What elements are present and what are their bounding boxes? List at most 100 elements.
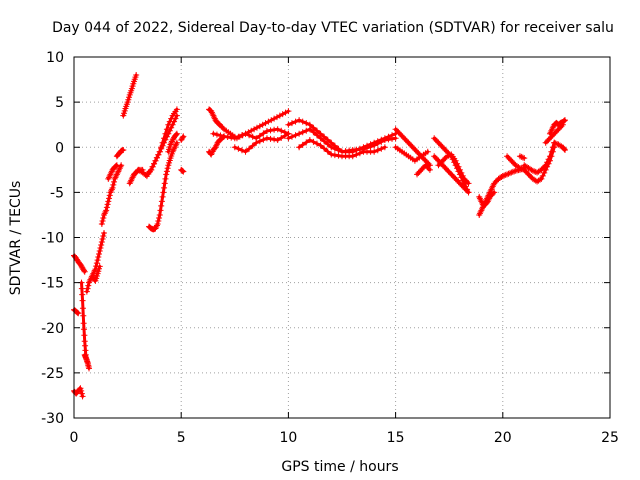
tick-marks bbox=[73, 56, 611, 419]
data-point bbox=[158, 198, 165, 205]
data-point bbox=[278, 134, 285, 141]
data-segment bbox=[542, 121, 566, 146]
data-point bbox=[100, 232, 107, 239]
data-point bbox=[504, 171, 511, 178]
data-point bbox=[342, 148, 349, 155]
data-point bbox=[246, 132, 253, 139]
data-segment bbox=[90, 263, 103, 284]
data-point bbox=[100, 214, 107, 221]
data-point bbox=[79, 291, 86, 298]
data-point bbox=[133, 72, 140, 79]
data-point bbox=[157, 207, 164, 214]
data-point bbox=[81, 326, 88, 333]
data-point bbox=[151, 160, 158, 167]
data-point bbox=[561, 117, 568, 124]
data-point bbox=[324, 148, 331, 155]
data-trace bbox=[233, 132, 290, 154]
data-point bbox=[238, 132, 245, 139]
data-point bbox=[159, 193, 166, 200]
data-point bbox=[529, 167, 536, 174]
data-point bbox=[161, 184, 168, 191]
data-point bbox=[296, 117, 303, 124]
data-points bbox=[71, 72, 568, 400]
data-trace bbox=[436, 152, 470, 185]
data-point bbox=[103, 207, 110, 214]
data-point bbox=[288, 120, 295, 127]
y-tick-labels: -30 -25 -20 -15 -10 -5 0 5 10 bbox=[41, 50, 64, 427]
data-point bbox=[156, 148, 163, 155]
data-point bbox=[210, 130, 217, 137]
data-point bbox=[179, 168, 186, 175]
data-point bbox=[99, 217, 106, 224]
data-point bbox=[156, 214, 163, 221]
data-segment bbox=[206, 106, 223, 128]
data-trace bbox=[415, 163, 432, 176]
data-point bbox=[96, 251, 103, 258]
data-point bbox=[235, 145, 242, 152]
data-point bbox=[158, 144, 165, 151]
data-point bbox=[113, 162, 120, 169]
data-point bbox=[271, 136, 278, 143]
data-point bbox=[79, 297, 86, 304]
data-point bbox=[459, 172, 466, 179]
data-point bbox=[153, 154, 160, 161]
y-tick-label: 5 bbox=[55, 95, 64, 111]
data-point bbox=[551, 139, 558, 146]
y-tick-label: -15 bbox=[41, 276, 64, 292]
y-tick-label: -5 bbox=[50, 185, 64, 201]
data-point bbox=[491, 189, 498, 196]
data-point bbox=[285, 121, 292, 128]
data-point bbox=[335, 147, 342, 154]
data-point bbox=[104, 201, 111, 208]
data-segment bbox=[210, 126, 292, 142]
x-tick-label: 10 bbox=[279, 430, 297, 446]
data-point bbox=[454, 160, 461, 167]
data-point bbox=[310, 129, 317, 136]
data-point bbox=[317, 135, 324, 142]
grid bbox=[74, 57, 610, 418]
data-point bbox=[103, 204, 110, 211]
data-point bbox=[78, 390, 85, 397]
data-point bbox=[536, 176, 543, 183]
data-segment bbox=[392, 126, 433, 169]
data-point bbox=[81, 332, 88, 339]
data-point bbox=[385, 136, 392, 143]
data-point bbox=[221, 133, 228, 140]
data-point bbox=[224, 134, 231, 141]
data-point bbox=[263, 135, 270, 142]
data-point bbox=[98, 239, 105, 246]
data-point bbox=[381, 144, 388, 151]
data-segment bbox=[431, 153, 472, 196]
data-segment bbox=[165, 130, 180, 155]
data-point bbox=[299, 118, 306, 125]
data-point bbox=[331, 145, 338, 152]
data-point bbox=[98, 220, 105, 227]
data-point bbox=[163, 126, 170, 133]
data-point bbox=[173, 106, 180, 113]
data-point bbox=[213, 131, 220, 138]
data-point bbox=[231, 135, 238, 142]
data-point bbox=[548, 148, 555, 155]
data-point bbox=[546, 153, 553, 160]
data-point bbox=[465, 180, 472, 187]
data-point bbox=[97, 245, 104, 252]
data-point bbox=[274, 126, 281, 133]
data-point bbox=[164, 165, 171, 172]
data-point bbox=[73, 309, 80, 316]
data-point bbox=[80, 312, 87, 319]
data-segment bbox=[113, 146, 127, 160]
data-point bbox=[278, 127, 285, 134]
data-point bbox=[75, 310, 82, 317]
data-point bbox=[173, 131, 180, 138]
data-point bbox=[93, 260, 100, 267]
data-point bbox=[346, 147, 353, 154]
data-point bbox=[98, 242, 105, 249]
data-point bbox=[242, 148, 249, 155]
data-point bbox=[86, 365, 93, 372]
data-point bbox=[424, 148, 431, 155]
data-point bbox=[113, 162, 120, 169]
data-point bbox=[303, 127, 310, 134]
data-point bbox=[231, 144, 238, 151]
data-point bbox=[303, 120, 310, 127]
data-point bbox=[253, 139, 260, 146]
